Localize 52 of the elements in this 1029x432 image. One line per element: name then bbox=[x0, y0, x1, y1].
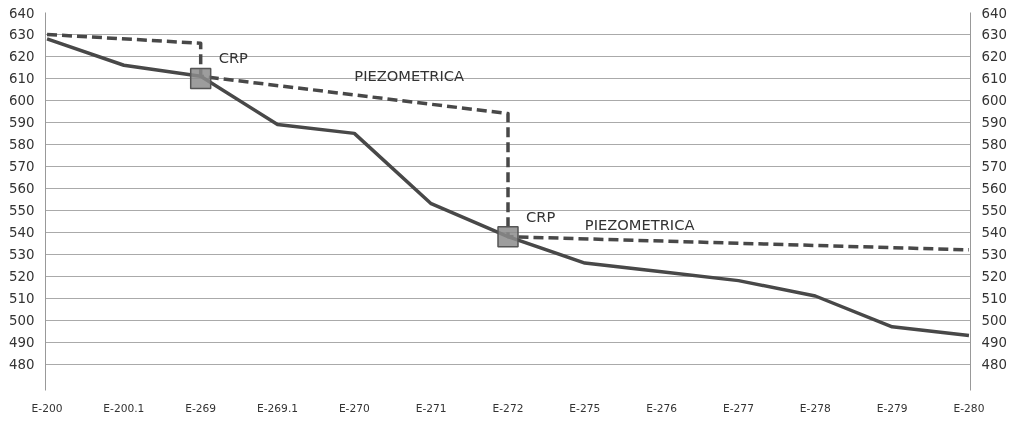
x-tick-label: E-271 bbox=[415, 401, 447, 415]
y-tick-label: 500 bbox=[9, 313, 35, 329]
x-tick-label: E-200.1 bbox=[103, 401, 145, 415]
y2-tick-label: 500 bbox=[981, 313, 1007, 329]
y-tick-label: 550 bbox=[9, 203, 35, 219]
y2-tick-label: 520 bbox=[981, 269, 1007, 285]
x-tick-label: E-272 bbox=[492, 401, 524, 415]
y2-tick-label: 570 bbox=[981, 159, 1007, 175]
x-tick-label: E-278 bbox=[799, 401, 831, 415]
y-tick-label: 640 bbox=[9, 5, 35, 21]
y2-tick-label: 530 bbox=[981, 247, 1007, 263]
y2-tick-label: 540 bbox=[981, 225, 1007, 241]
y-tick-label: 490 bbox=[9, 335, 35, 351]
y-tick-label: 540 bbox=[9, 225, 35, 241]
y-tick-label: 610 bbox=[9, 71, 35, 87]
x-tick-label: E-270 bbox=[338, 401, 371, 415]
x-tick-label: E-200 bbox=[31, 401, 63, 415]
y-tick-label: 570 bbox=[9, 159, 35, 175]
x-tick-label: E-276 bbox=[646, 401, 678, 415]
y2-tick-label: 640 bbox=[981, 5, 1007, 21]
x-tick-label: E-269 bbox=[185, 401, 217, 415]
y-tick-label: 560 bbox=[9, 181, 35, 197]
y-tick-label: 580 bbox=[9, 137, 35, 153]
x-tick-label: E-275 bbox=[569, 401, 601, 415]
y-tick-label: 590 bbox=[9, 115, 35, 131]
annotation: PIEZOMETRICA bbox=[584, 216, 695, 234]
line-series bbox=[45, 37, 971, 338]
y2-tick-label: 510 bbox=[981, 291, 1007, 307]
y2-tick-label: 490 bbox=[981, 335, 1007, 351]
annotation: CRP bbox=[526, 207, 556, 225]
x-tick-label: E-279 bbox=[876, 401, 908, 415]
x-tick-label: E-269.1 bbox=[256, 401, 299, 415]
y-tick-label: 510 bbox=[9, 291, 35, 307]
y2-tick-label: 550 bbox=[981, 203, 1007, 219]
y-tick-label: 530 bbox=[9, 247, 35, 263]
y2-tick-label: 630 bbox=[981, 27, 1007, 43]
annotation: PIEZOMETRICA bbox=[354, 66, 464, 84]
y-tick-label: 630 bbox=[9, 27, 35, 43]
y-tick-label: 620 bbox=[9, 49, 35, 65]
y2-tick-label: 600 bbox=[981, 93, 1007, 109]
y-tick-label: 480 bbox=[9, 357, 35, 373]
y2-tick-label: 590 bbox=[981, 115, 1007, 131]
y-tick-label: 600 bbox=[9, 93, 35, 109]
y2-tick-label: 620 bbox=[981, 49, 1007, 65]
x-tick-label: E-280 bbox=[953, 401, 985, 415]
x-tick-label: E-277 bbox=[723, 401, 754, 415]
y2-tick-label: 610 bbox=[981, 71, 1007, 87]
annotation: CRP bbox=[218, 49, 249, 67]
y2-tick-label: 480 bbox=[981, 357, 1007, 373]
y2-tick-label: 560 bbox=[981, 181, 1007, 197]
y-tick-label: 520 bbox=[9, 269, 35, 285]
y2-tick-label: 580 bbox=[981, 137, 1007, 153]
